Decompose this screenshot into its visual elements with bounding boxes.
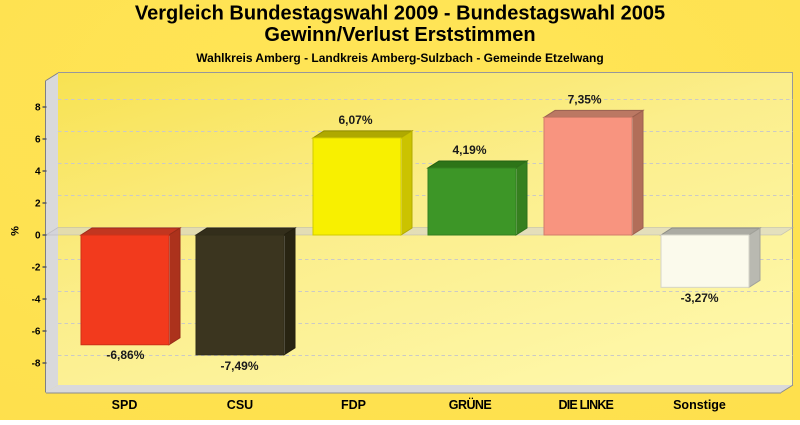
svg-text:-6,86%: -6,86% [106,348,144,362]
svg-text:-8: -8 [32,359,41,370]
svg-text:-6: -6 [32,327,41,338]
svg-text:%: % [10,226,22,236]
svg-text:6: 6 [35,135,41,146]
svg-text:-3,27%: -3,27% [681,291,719,305]
svg-text:Vergleich Bundestagswahl 2009: Vergleich Bundestagswahl 2009 - Bundesta… [135,3,665,25]
svg-text:CSU: CSU [227,398,253,412]
svg-text:-4: -4 [32,295,41,306]
svg-text:7,35%: 7,35% [568,92,602,106]
svg-text:8: 8 [35,103,41,114]
svg-text:SPD: SPD [112,398,138,412]
svg-text:2: 2 [35,199,41,210]
svg-text:GRÜNE: GRÜNE [449,397,492,412]
svg-text:0: 0 [35,231,41,242]
svg-text:Gewinn/Verlust Erststimmen: Gewinn/Verlust Erststimmen [264,24,535,46]
svg-text:4: 4 [35,167,41,178]
svg-text:4,19%: 4,19% [452,143,486,157]
svg-text:Sonstige: Sonstige [673,398,726,412]
svg-text:-2: -2 [32,263,41,274]
svg-text:FDP: FDP [341,398,366,412]
svg-text:-7,49%: -7,49% [220,359,258,373]
svg-text:DIE LINKE: DIE LINKE [558,398,613,412]
svg-text:Wahlkreis Amberg - Landkreis A: Wahlkreis Amberg - Landkreis Amberg-Sulz… [196,51,603,65]
svg-text:6,07%: 6,07% [338,113,372,127]
